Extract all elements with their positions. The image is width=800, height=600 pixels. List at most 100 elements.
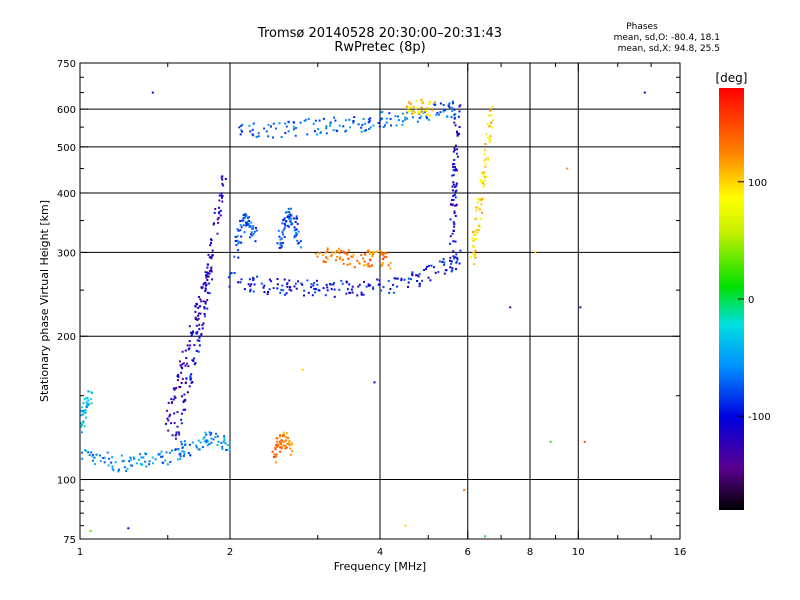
echo-point: [381, 110, 384, 113]
echo-point: [453, 225, 456, 228]
echo-point: [338, 124, 341, 127]
echo-point: [207, 282, 210, 285]
echo-point: [148, 460, 151, 463]
echo-point: [283, 227, 286, 230]
echo-point: [368, 120, 371, 123]
echo-point: [213, 222, 215, 225]
echo-point: [318, 252, 321, 255]
echo-point: [490, 121, 493, 124]
y-tick-label: 750: [57, 59, 76, 70]
echo-point: [86, 396, 89, 399]
echo-point: [167, 419, 170, 422]
echo-point: [438, 260, 441, 263]
echo-point: [87, 451, 90, 454]
echo-point: [272, 122, 275, 125]
echo-point: [278, 122, 281, 125]
echo-point: [169, 413, 172, 416]
echo-point: [212, 438, 215, 441]
echo-point: [203, 315, 206, 318]
echo-point: [246, 221, 248, 224]
echo-point: [371, 264, 373, 267]
echo-point: [476, 197, 479, 200]
echo-point: [197, 317, 200, 320]
echo-point: [341, 282, 344, 285]
colorbar-tick-label: 0: [748, 295, 754, 306]
echo-point: [123, 466, 126, 469]
echo-point: [333, 295, 336, 298]
echo-point: [270, 280, 273, 283]
echo-point: [227, 276, 230, 279]
echo-point: [453, 121, 456, 124]
colorbar-tick-label: 100: [748, 178, 767, 189]
echo-point: [212, 223, 215, 226]
echo-point: [444, 109, 447, 112]
echo-point: [126, 467, 129, 470]
echo-point: [324, 294, 327, 297]
echo-point: [221, 175, 224, 178]
echo-point: [482, 185, 485, 188]
echo-point: [242, 214, 245, 217]
echo-point: [483, 153, 486, 156]
echo-point: [87, 399, 90, 402]
echo-point: [238, 241, 241, 244]
echo-point: [81, 406, 84, 409]
echo-point: [117, 468, 120, 471]
echo-point: [450, 203, 453, 206]
echo-point: [279, 450, 282, 453]
echo-point: [299, 121, 302, 124]
echo-point: [307, 291, 310, 294]
echo-point: [482, 182, 484, 185]
echo-point: [198, 328, 201, 331]
echo-point: [202, 283, 205, 286]
echo-point: [479, 217, 482, 220]
echo-point: [184, 349, 187, 352]
echo-point: [385, 252, 388, 255]
echo-point: [392, 283, 395, 286]
echo-point: [194, 304, 197, 307]
echo-point: [411, 273, 414, 276]
echo-point: [291, 450, 294, 452]
echo-point: [316, 255, 319, 258]
echo-point: [211, 254, 214, 257]
echo-point: [369, 284, 372, 287]
echo-point: [449, 242, 451, 245]
echo-point: [290, 289, 293, 292]
echo-point: [161, 455, 164, 458]
echo-point: [191, 333, 194, 336]
echo-point: [254, 240, 257, 243]
echo-point: [198, 335, 201, 338]
echo-point: [268, 278, 271, 281]
echo-point: [439, 111, 442, 114]
echo-point: [207, 253, 210, 256]
echo-point: [452, 168, 455, 171]
echo-point: [288, 217, 290, 220]
echo-point: [83, 398, 86, 401]
echo-point: [213, 211, 216, 214]
echo-point: [257, 135, 260, 138]
echo-point: [453, 147, 456, 150]
echo-point: [220, 194, 223, 197]
echo-point: [210, 268, 213, 271]
echo-point: [289, 220, 292, 223]
echo-point: [298, 241, 301, 244]
echo-point: [332, 129, 335, 132]
echo-point: [209, 244, 212, 247]
echo-point: [295, 287, 298, 290]
echo-point: [199, 305, 202, 308]
echo-point: [406, 105, 408, 108]
echo-point: [210, 432, 213, 435]
echo-point: [190, 334, 193, 337]
echo-point: [489, 108, 492, 111]
echo-point: [442, 258, 445, 261]
echo-point: [221, 196, 223, 199]
echo-point: [80, 414, 83, 417]
echo-point: [441, 260, 444, 263]
echo-point: [180, 371, 183, 374]
echo-point: [314, 119, 317, 122]
y-axis-label: Stationary phase Virtual Height [km]: [38, 200, 51, 402]
echo-point: [239, 220, 241, 223]
echo-point: [297, 230, 300, 233]
echo-point: [226, 444, 229, 447]
echo-point: [406, 111, 409, 114]
echo-point: [214, 435, 217, 438]
